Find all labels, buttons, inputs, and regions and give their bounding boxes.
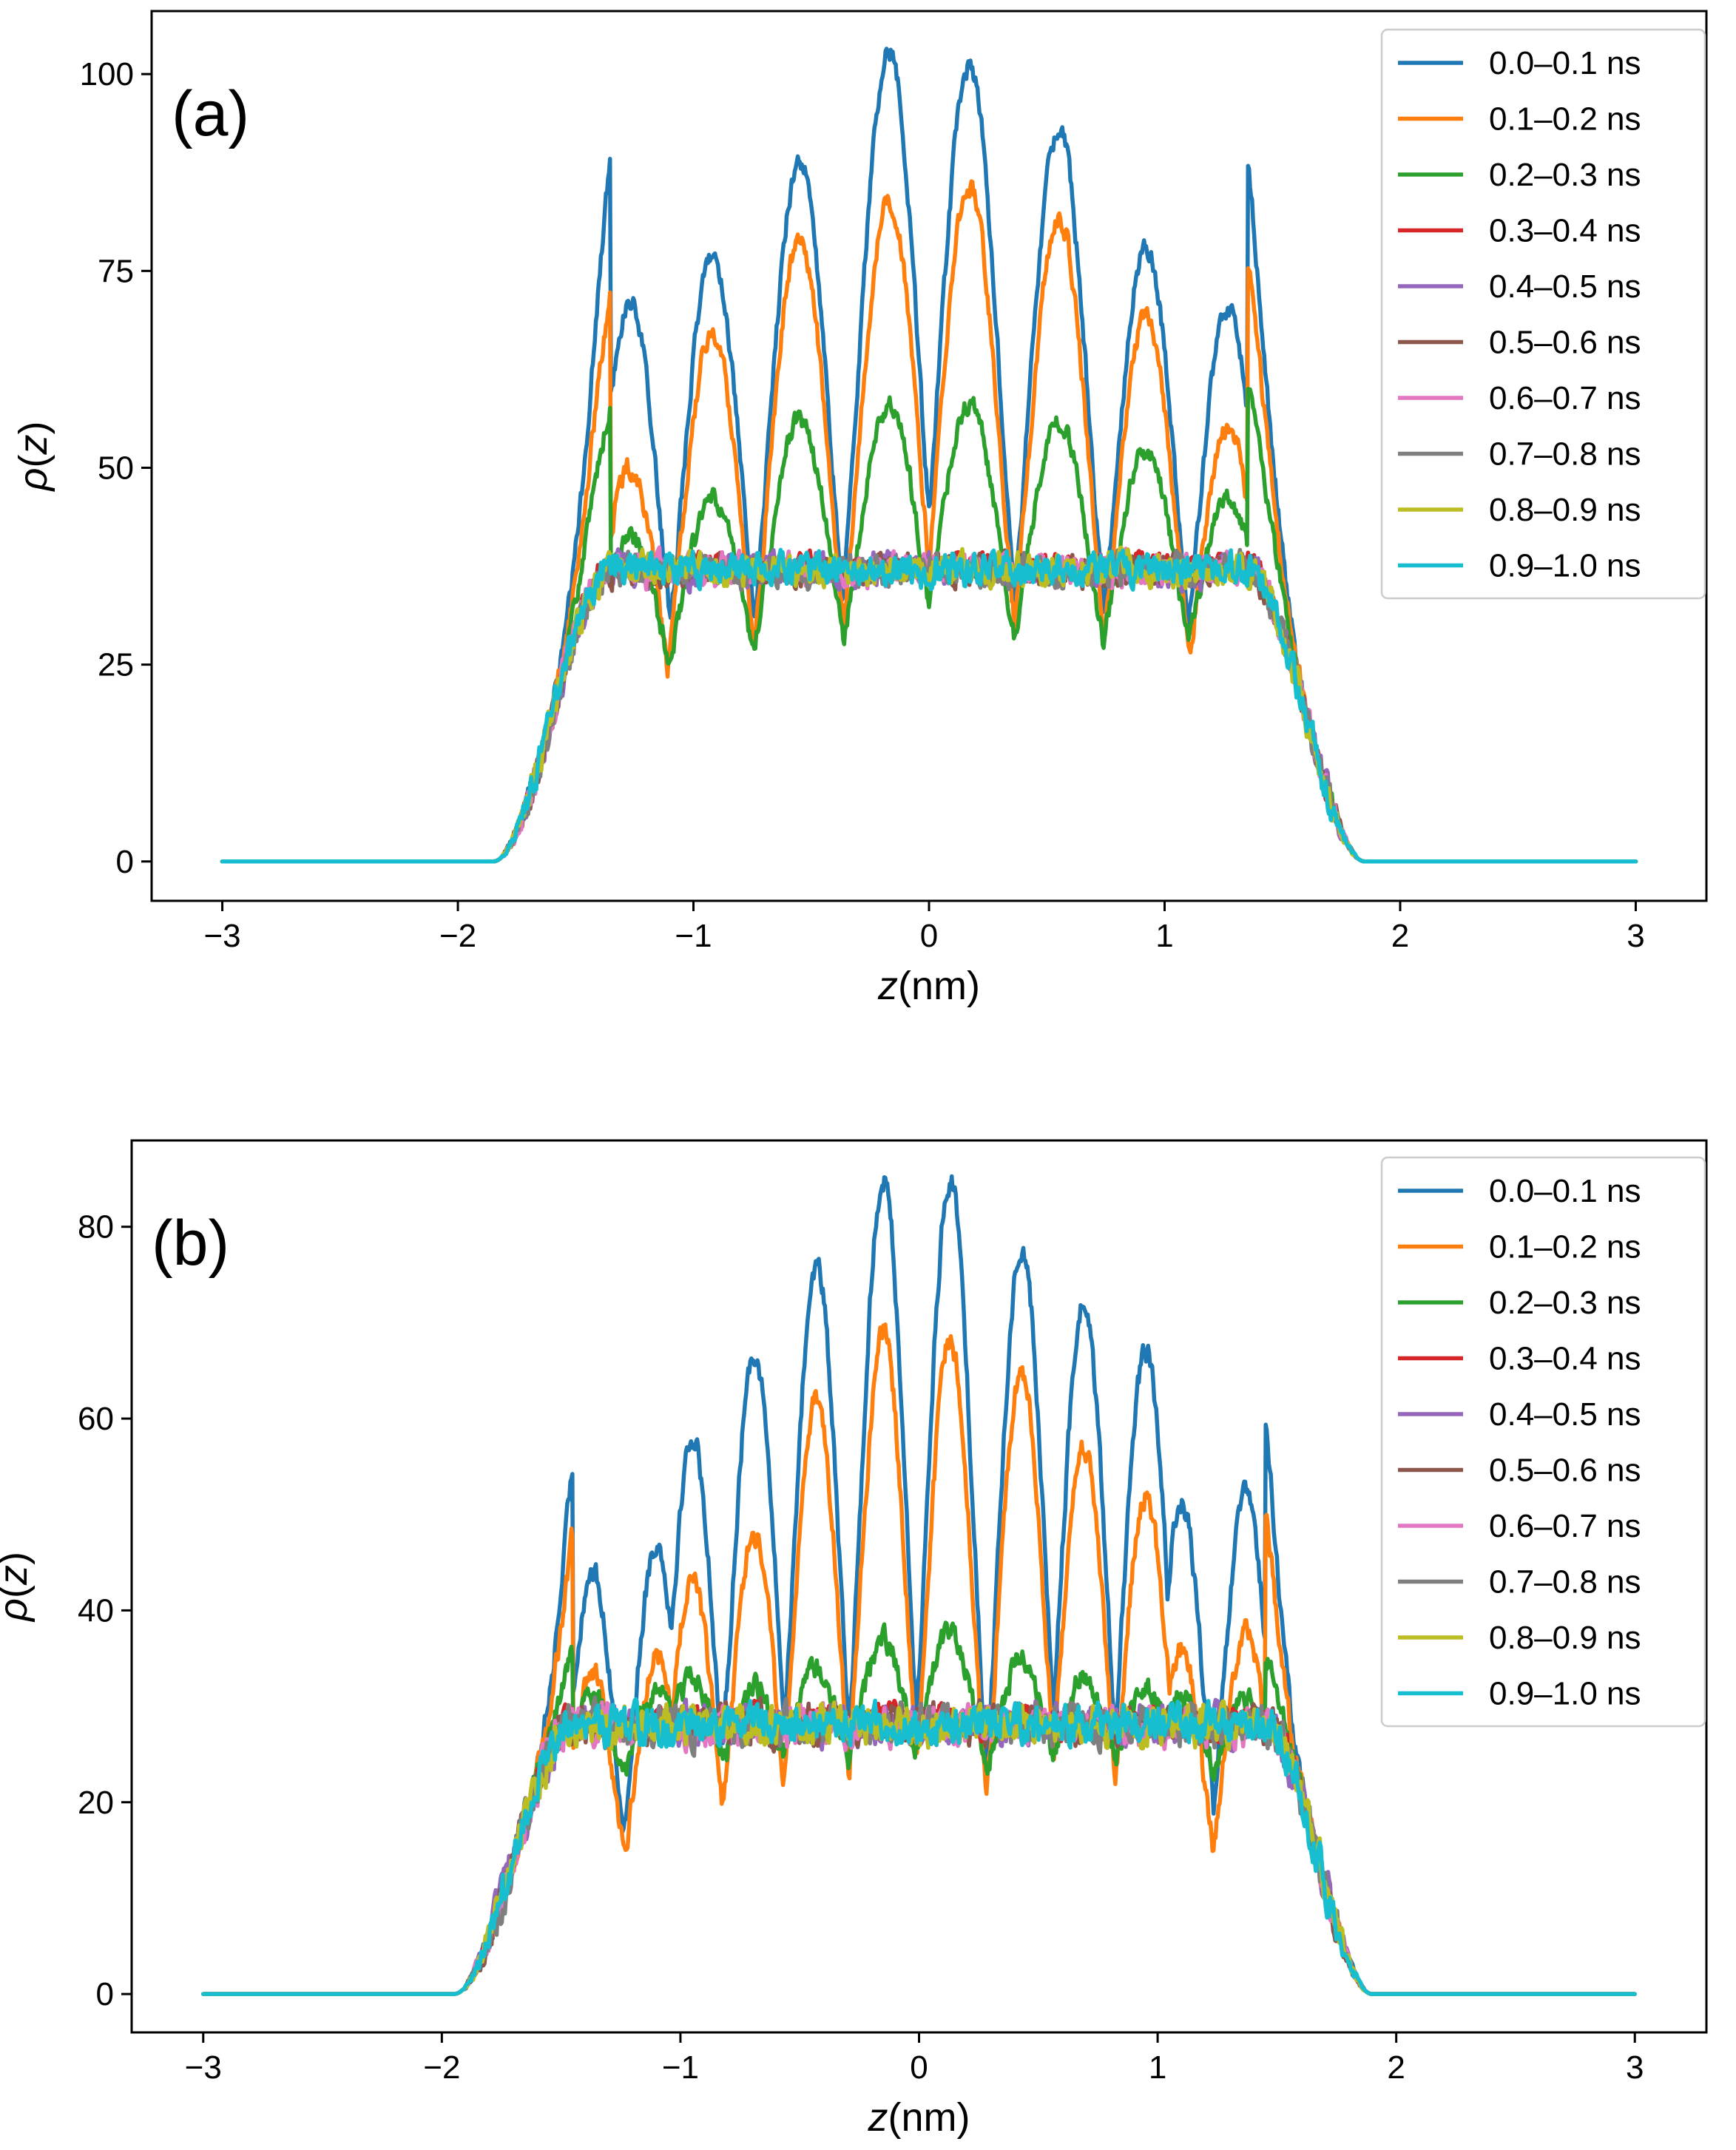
x-axis-label: z(nm) — [868, 2095, 970, 2140]
legend: 0.0–0.1 ns 0.1–0.2 ns 0.2–0.3 ns 0.3–0.4 ns… — [1380, 1156, 1706, 1728]
legend-entry: 0.7–0.8 ns — [1489, 1564, 1641, 1600]
legend-entry: 0.6–0.7 ns — [1489, 380, 1641, 416]
legend-entry: 0.2–0.3 ns — [1489, 157, 1641, 193]
panel-b: −3 −2 −1 0 1 2 3 0 20 40 60 80 z(nm) ρ(z) (b) 0.0–0.1 n… — [0, 1139, 1708, 2140]
y-tick-label: 75 — [98, 253, 134, 289]
legend-entry: 0.9–1.0 ns — [1489, 1676, 1641, 1712]
legend-entry: 0.0–0.1 ns — [1489, 45, 1641, 81]
x-tick-label: −1 — [662, 2049, 699, 2086]
y-tick-label: 25 — [98, 647, 134, 683]
x-tick-label: −2 — [439, 918, 476, 954]
x-tick-label: 3 — [1626, 2049, 1644, 2086]
legend-entry: 0.1–0.2 ns — [1489, 1229, 1641, 1265]
panel-a: −3 −2 −1 0 1 2 3 0 25 50 75 100 z(nm) ρ(z) (a) 0.0–0.1 … — [11, 10, 1708, 1008]
plot-lines — [220, 47, 1638, 864]
legend-box — [1380, 1156, 1706, 1728]
legend-entry: 0.9–1.0 ns — [1489, 548, 1641, 584]
legend-entry: 0.5–0.6 ns — [1489, 325, 1641, 361]
y-tick-label: 50 — [98, 450, 134, 486]
legend-entry: 0.4–0.5 ns — [1489, 268, 1641, 305]
legend: 0.0–0.1 ns 0.1–0.2 ns 0.2–0.3 ns 0.3–0.4 ns… — [1380, 28, 1706, 600]
panel-letter: (b) — [152, 1208, 229, 1279]
y-tick-label: 0 — [96, 1976, 114, 2012]
x-tick-label: 2 — [1391, 918, 1409, 954]
series-line-9 — [220, 547, 1638, 864]
legend-entry: 0.1–0.2 ns — [1489, 101, 1641, 138]
legend-entry: 0.8–0.9 ns — [1489, 492, 1641, 528]
y-tick-label: 60 — [78, 1401, 114, 1437]
legend-entry: 0.7–0.8 ns — [1489, 436, 1641, 473]
y-tick-label: 80 — [78, 1209, 114, 1245]
y-tick-label: 40 — [78, 1592, 114, 1629]
legend-entry: 0.8–0.9 ns — [1489, 1620, 1641, 1656]
legend-entry: 0.3–0.4 ns — [1489, 1341, 1641, 1377]
y-axis-label: ρ(z) — [0, 1552, 36, 1623]
legend-entry: 0.3–0.4 ns — [1489, 213, 1641, 249]
legend-entry: 0.4–0.5 ns — [1489, 1396, 1641, 1433]
x-axis-label: z(nm) — [877, 964, 980, 1008]
x-tick-label: 3 — [1627, 918, 1644, 954]
y-tick-label: 100 — [80, 56, 134, 92]
y-tick-label: 20 — [78, 1785, 114, 1821]
y-axis-label: ρ(z) — [11, 422, 55, 493]
x-tick-label: −2 — [423, 2049, 460, 2086]
panel-letter: (a) — [172, 78, 249, 149]
legend-entry: 0.6–0.7 ns — [1489, 1508, 1641, 1544]
legend-entry: 0.5–0.6 ns — [1489, 1453, 1641, 1489]
legend-box — [1380, 28, 1706, 600]
x-tick-label: −1 — [675, 918, 712, 954]
x-tick-label: 0 — [920, 918, 938, 954]
x-tick-label: 2 — [1387, 2049, 1405, 2086]
x-tick-label: 0 — [910, 2049, 928, 2086]
x-tick-label: −3 — [185, 2049, 222, 2086]
x-tick-label: 1 — [1155, 918, 1173, 954]
series-line-9 — [201, 1697, 1637, 1996]
series-line-8 — [201, 1699, 1637, 1996]
plot-lines — [201, 1174, 1637, 1996]
legend-entry: 0.0–0.1 ns — [1489, 1173, 1641, 1209]
y-tick-label: 0 — [116, 844, 134, 880]
x-tick-label: −3 — [203, 918, 240, 954]
legend-entry: 0.2–0.3 ns — [1489, 1285, 1641, 1321]
x-tick-label: 1 — [1149, 2049, 1166, 2086]
